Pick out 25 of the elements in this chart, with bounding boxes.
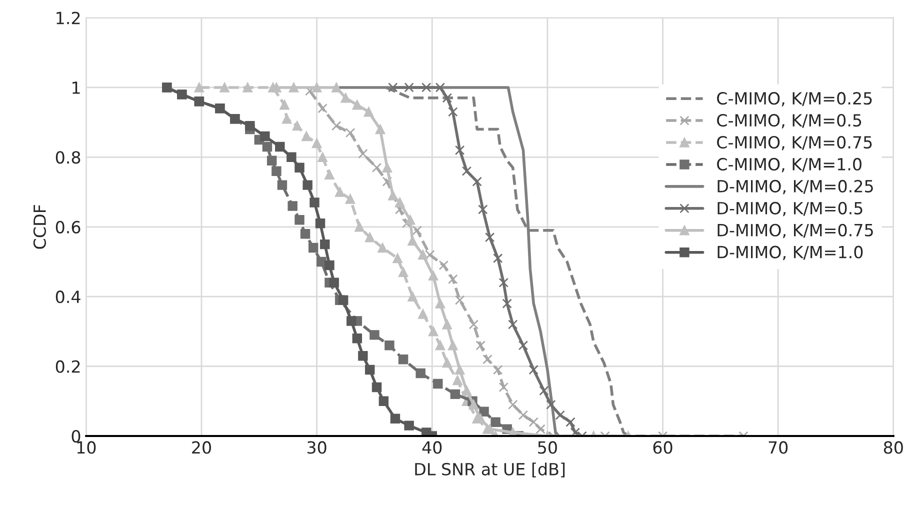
legend-label: D-MIMO, K/M=0.5 xyxy=(718,202,862,216)
legend-label: C-MIMO, K/M=0.75 xyxy=(717,136,872,150)
x-axis-title: DL SNR at UE [dB] xyxy=(415,462,565,478)
y-tick-label: 0.2 xyxy=(56,360,80,373)
y-tick-label: 0.4 xyxy=(56,290,80,304)
x-tick-label: 60 xyxy=(653,441,672,454)
y-tick-label: 0 xyxy=(72,430,80,443)
x-tick-label: 50 xyxy=(538,441,557,454)
legend-label: D-MIMO, K/M=0.25 xyxy=(718,180,873,194)
x-tick-label: 70 xyxy=(768,441,788,454)
x-tick-label: 20 xyxy=(192,441,211,454)
legend-label: D-MIMO, K/M=0.75 xyxy=(718,224,873,238)
y-tick-label: 0.8 xyxy=(56,151,80,164)
y-tick-label: 1 xyxy=(72,82,80,94)
y-axis-title: CCDF xyxy=(33,205,46,249)
legend-label: C-MIMO, K/M=1.0 xyxy=(717,158,862,172)
legend-label: C-MIMO, K/M=0.5 xyxy=(717,114,862,128)
y-tick-label: 1.2 xyxy=(56,12,80,24)
y-tick-label: 0.6 xyxy=(56,220,80,234)
legend-label: D-MIMO, K/M=1.0 xyxy=(718,246,863,260)
x-tick-label: 30 xyxy=(307,441,326,454)
legend-label: C-MIMO, K/M=0.25 xyxy=(717,92,872,106)
x-tick-label: 80 xyxy=(884,441,903,454)
x-tick-label: 40 xyxy=(422,441,442,454)
x-tick-label: 10 xyxy=(77,441,96,454)
